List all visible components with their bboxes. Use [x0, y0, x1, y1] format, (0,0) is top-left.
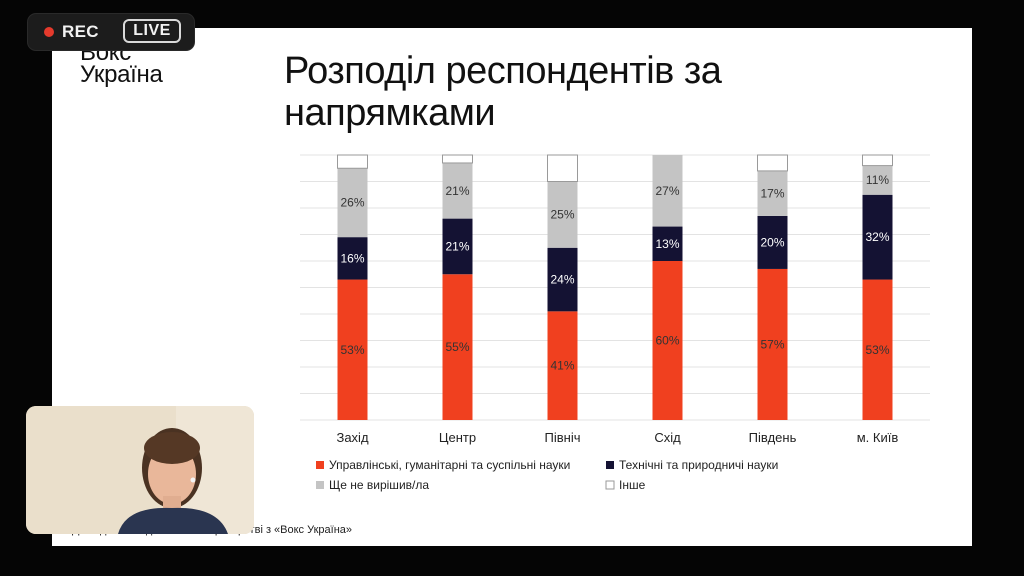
bar-segment — [547, 154, 578, 182]
bar-segment — [442, 274, 473, 420]
legend-swatch — [316, 481, 324, 489]
legend-label: Інше — [619, 478, 646, 492]
bar-segment — [442, 218, 473, 275]
bar-segment — [652, 226, 683, 261]
data-label: 21% — [445, 184, 469, 198]
bar-segment — [652, 261, 683, 420]
legend-swatch — [316, 461, 324, 469]
webcam-video — [26, 406, 254, 534]
bar-segment — [862, 165, 893, 195]
bar-segment — [757, 268, 788, 420]
data-label: 13% — [655, 237, 679, 251]
data-label: 11% — [866, 173, 889, 187]
data-label: 24% — [550, 273, 574, 287]
bar-segment — [547, 181, 578, 248]
x-tick-label: Північ — [545, 430, 581, 445]
bar-segment — [757, 170, 788, 216]
stacked-bar-chart: 53% 16% 26% Захід 55% 21% 21% Центр 41% 24% 25% Пів… — [300, 154, 930, 492]
bar-segment — [757, 215, 788, 269]
data-label: 57% — [760, 337, 784, 351]
legend-swatch — [605, 480, 615, 490]
data-label: 53% — [865, 343, 889, 357]
bar-segment — [337, 237, 368, 280]
bar-segment — [862, 194, 893, 280]
bar-segment — [547, 247, 578, 312]
presentation-slide: Вокс Україна Розподіл респондентів за на… — [52, 28, 972, 546]
recording-indicator: REC LIVE — [28, 14, 194, 50]
slide-title: Розподіл респондентів за напрямками — [284, 50, 722, 134]
presenter-video-frame — [26, 406, 254, 534]
data-label: 55% — [445, 340, 469, 354]
bar-segment — [652, 155, 683, 227]
legend-label: Ще не вирішив/ла — [329, 478, 429, 492]
data-label: 53% — [340, 343, 364, 357]
bar-segment — [862, 279, 893, 420]
x-tick-label: Центр — [439, 430, 476, 445]
record-dot-icon — [44, 27, 54, 37]
bar-segment — [442, 162, 473, 219]
legend-label: Технічні та природничі науки — [619, 458, 778, 472]
data-label: 41% — [550, 359, 574, 373]
bar-segment — [337, 279, 368, 420]
data-label: 16% — [340, 251, 364, 265]
bar-segment — [337, 154, 368, 169]
live-button[interactable]: LIVE — [123, 19, 181, 43]
legend-label: Управлінські, гуманітарні та суспільні н… — [329, 458, 570, 472]
x-tick-label: Схід — [654, 430, 681, 445]
data-label: 25% — [550, 208, 574, 222]
legend-swatch — [606, 461, 614, 469]
data-label: 27% — [655, 184, 679, 198]
x-tick-label: Південь — [749, 430, 797, 445]
data-label: 21% — [445, 239, 469, 253]
bar-segment — [547, 311, 578, 420]
data-label: 60% — [655, 334, 679, 348]
bar-segment — [757, 154, 788, 172]
data-label: 17% — [760, 186, 784, 200]
x-tick-label: м. Київ — [857, 430, 899, 445]
bar-segment — [442, 154, 473, 164]
data-label: 26% — [340, 196, 364, 210]
bar-segment — [337, 168, 368, 238]
rec-label: REC — [62, 22, 99, 41]
data-label: 32% — [865, 230, 889, 244]
bar-segment — [862, 154, 893, 167]
logo-line-2: Україна — [80, 61, 163, 88]
x-tick-label: Захід — [336, 430, 368, 445]
data-label: 20% — [760, 235, 784, 249]
